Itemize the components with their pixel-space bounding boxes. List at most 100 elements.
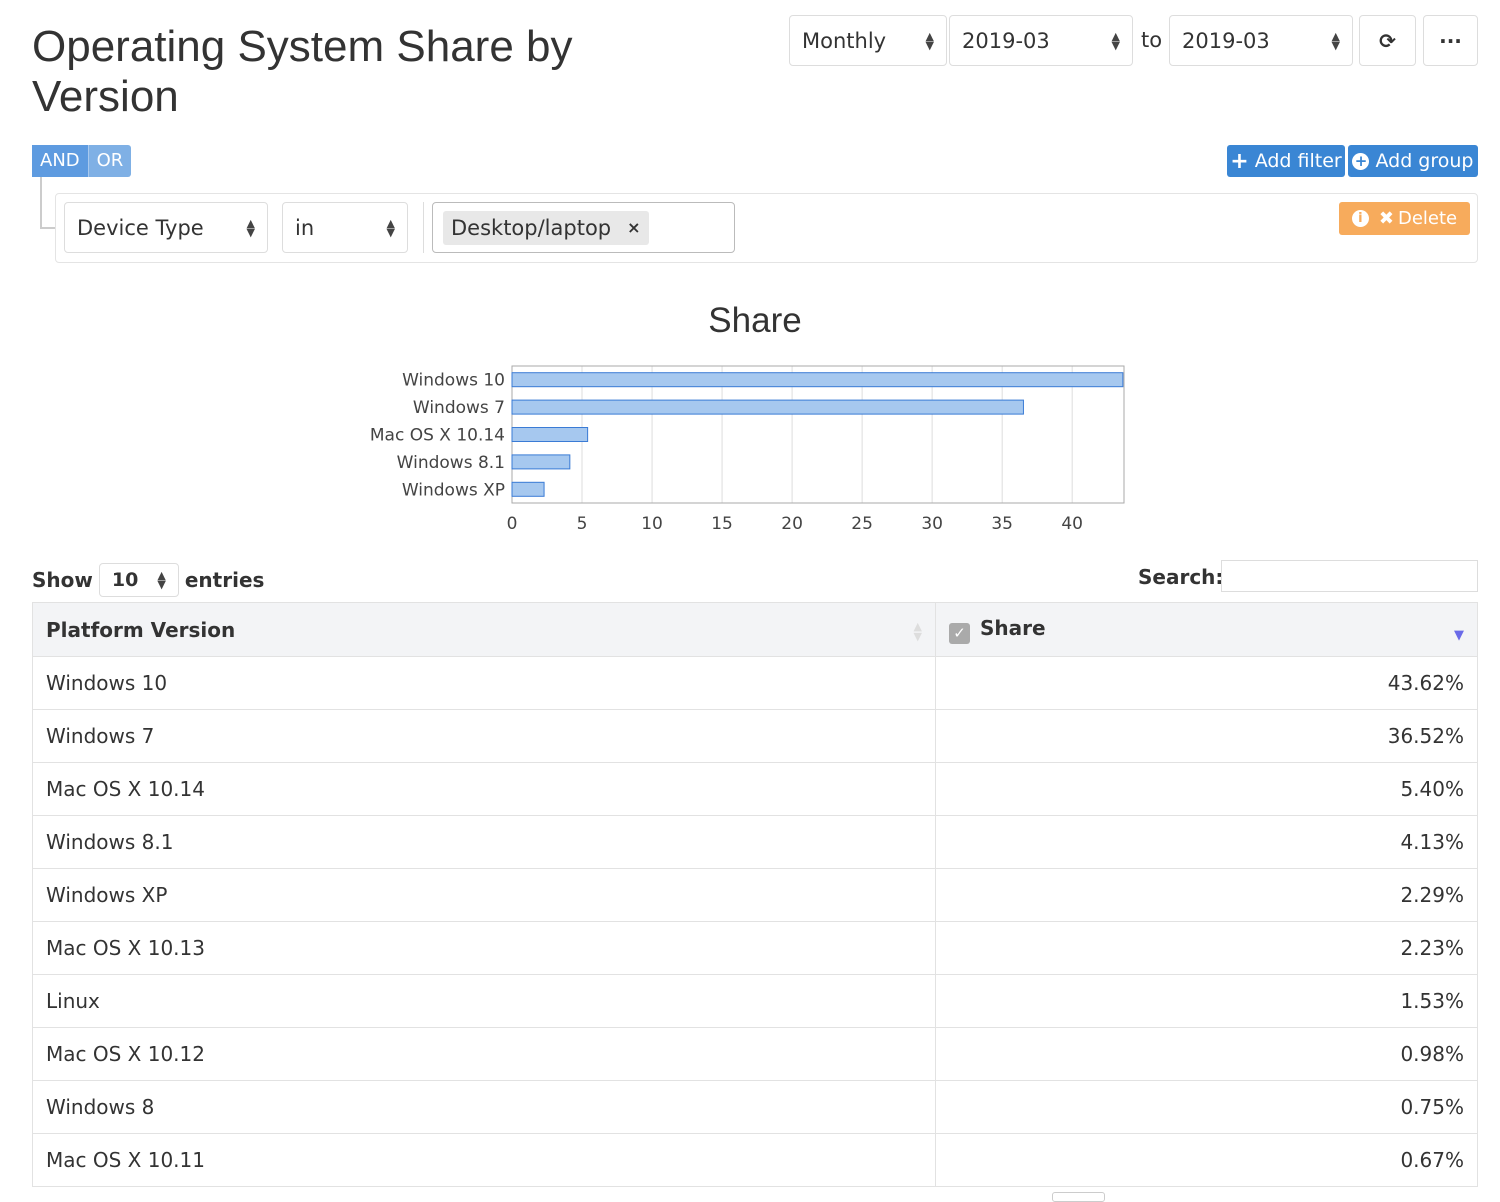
- share-cell: 1.53%: [935, 974, 1478, 1028]
- share-cell: 0.75%: [935, 1080, 1478, 1134]
- more-button[interactable]: ···: [1423, 15, 1478, 66]
- platform-version-cell: Windows 10: [32, 656, 936, 710]
- select-arrows-icon: ▲ ▼: [1331, 29, 1340, 52]
- to-select[interactable]: 2019-03 ▲ ▼: [1169, 15, 1353, 66]
- y-category-label: Windows 10: [402, 371, 505, 391]
- y-category-label: Windows 7: [413, 398, 505, 418]
- column-platform-version[interactable]: Platform Version ▲ ▼: [32, 602, 936, 657]
- x-tick-label: 40: [1061, 514, 1083, 534]
- select-arrows-icon: ▲ ▼: [386, 216, 395, 239]
- bar: [511, 481, 545, 497]
- field-select[interactable]: Device Type ▲ ▼: [64, 202, 268, 253]
- table-row: Windows 10 43.62%: [32, 656, 1478, 710]
- ellipsis-icon: ···: [1439, 28, 1462, 53]
- add-filter-button[interactable]: + Add filter: [1227, 145, 1345, 177]
- x-tick-label: 10: [641, 514, 663, 534]
- add-group-label: Add group: [1375, 150, 1474, 172]
- table-row: Mac OS X 10.13 2.23%: [32, 921, 1478, 975]
- y-category-label: Windows 8.1: [397, 453, 505, 473]
- table-row: Mac OS X 10.12 0.98%: [32, 1027, 1478, 1081]
- value-multiselect[interactable]: Desktop/laptop ×: [432, 202, 735, 253]
- share-table: Platform Version ▲ ▼ ✓ Share ▼ Windows 10 43.…: [32, 602, 1478, 1187]
- table-row: Windows 8 0.75%: [32, 1080, 1478, 1134]
- platform-version-cell: Mac OS X 10.13: [32, 921, 936, 975]
- pagination-button[interactable]: [1052, 1192, 1105, 1202]
- select-arrows-icon: ▲ ▼: [1111, 29, 1120, 52]
- table-row: Windows 7 36.52%: [32, 709, 1478, 763]
- add-filter-label: Add filter: [1254, 150, 1342, 172]
- share-cell: 36.52%: [935, 709, 1478, 763]
- and-or-toggle: AND OR: [32, 145, 132, 177]
- select-arrows-icon: ▲ ▼: [157, 569, 166, 591]
- refresh-button[interactable]: ⟳: [1359, 15, 1416, 66]
- checkbox-icon[interactable]: ✓: [949, 622, 970, 644]
- show-label: Show: [32, 568, 93, 592]
- share-cell: 43.62%: [935, 656, 1478, 710]
- period-value: Monthly: [802, 28, 887, 53]
- table-row: Mac OS X 10.11 0.67%: [32, 1133, 1478, 1187]
- entries-label: entries: [184, 568, 265, 592]
- x-tick-label: 35: [991, 514, 1013, 534]
- entries-length: Show 10 ▲ ▼ entries: [32, 563, 264, 597]
- page-title: Operating System Share by Version: [32, 22, 573, 121]
- share-cell: 2.23%: [935, 921, 1478, 975]
- platform-version-cell: Windows 7: [32, 709, 936, 763]
- search-input[interactable]: [1221, 560, 1478, 592]
- to-label: to: [1141, 28, 1163, 52]
- table-row: Windows 8.1 4.13%: [32, 815, 1478, 869]
- platform-version-cell: Windows 8: [32, 1080, 936, 1134]
- bar: [511, 399, 1024, 415]
- select-arrows-icon: ▲ ▼: [925, 29, 934, 52]
- table-row: Windows XP 2.29%: [32, 868, 1478, 922]
- info-icon: i: [1351, 210, 1369, 227]
- platform-version-cell: Windows 8.1: [32, 815, 936, 869]
- y-category-label: Mac OS X 10.14: [370, 426, 505, 446]
- period-select[interactable]: Monthly ▲ ▼: [789, 15, 947, 66]
- x-tick-label: 15: [711, 514, 733, 534]
- share-cell: 5.40%: [935, 762, 1478, 816]
- entries-value: 10: [111, 569, 139, 591]
- platform-version-cell: Windows XP: [32, 868, 936, 922]
- plus-icon: +: [1230, 148, 1249, 174]
- select-arrows-icon: ▲ ▼: [246, 216, 255, 239]
- tag-label: Desktop/laptop: [451, 215, 612, 240]
- filter-rule: [55, 193, 1478, 263]
- share-cell: 0.67%: [935, 1133, 1478, 1187]
- from-select[interactable]: 2019-03 ▲ ▼: [949, 15, 1133, 66]
- or-button[interactable]: OR: [96, 150, 124, 171]
- x-tick-label: 5: [577, 514, 588, 534]
- refresh-icon: ⟳: [1379, 28, 1396, 53]
- delete-button[interactable]: i ✖ Delete: [1339, 202, 1470, 235]
- share-cell: 2.29%: [935, 868, 1478, 922]
- chart-title: Share: [708, 301, 801, 340]
- close-icon: ✖: [1378, 208, 1394, 229]
- plus-circle-icon: +: [1352, 152, 1370, 170]
- sort-desc-icon: ▼: [1454, 627, 1464, 643]
- search-label: Search:: [1138, 565, 1224, 589]
- operator-select[interactable]: in ▲ ▼: [282, 202, 408, 253]
- operator-value: in: [295, 215, 315, 240]
- bar: [511, 372, 1124, 388]
- delete-label: Delete: [1397, 208, 1458, 229]
- header-label: Platform Version: [46, 617, 236, 642]
- column-share[interactable]: ✓ Share ▼: [935, 602, 1478, 657]
- group-connector: [40, 177, 56, 229]
- field-value: Device Type: [77, 215, 204, 240]
- remove-tag-icon[interactable]: ×: [627, 218, 641, 237]
- platform-version-cell: Mac OS X 10.12: [32, 1027, 936, 1081]
- y-category-label: Windows XP: [402, 480, 505, 500]
- x-tick-label: 30: [921, 514, 943, 534]
- entries-select[interactable]: 10 ▲ ▼: [98, 563, 179, 597]
- add-group-button[interactable]: + Add group: [1348, 145, 1478, 177]
- value-tag: Desktop/laptop ×: [443, 210, 649, 245]
- bar: [511, 427, 589, 442]
- table-row: Linux 1.53%: [32, 974, 1478, 1028]
- sort-icon: ▲ ▼: [913, 619, 922, 643]
- share-chart: Share 0 5 10 15 20 25 30 35 40 Windows 10 Windows …: [370, 301, 1125, 534]
- platform-version-cell: Mac OS X 10.11: [32, 1133, 936, 1187]
- platform-version-cell: Mac OS X 10.14: [32, 762, 936, 816]
- x-tick-label: 25: [851, 514, 873, 534]
- bar: [511, 454, 571, 470]
- and-button[interactable]: AND: [32, 145, 89, 177]
- x-tick-label: 20: [781, 514, 803, 534]
